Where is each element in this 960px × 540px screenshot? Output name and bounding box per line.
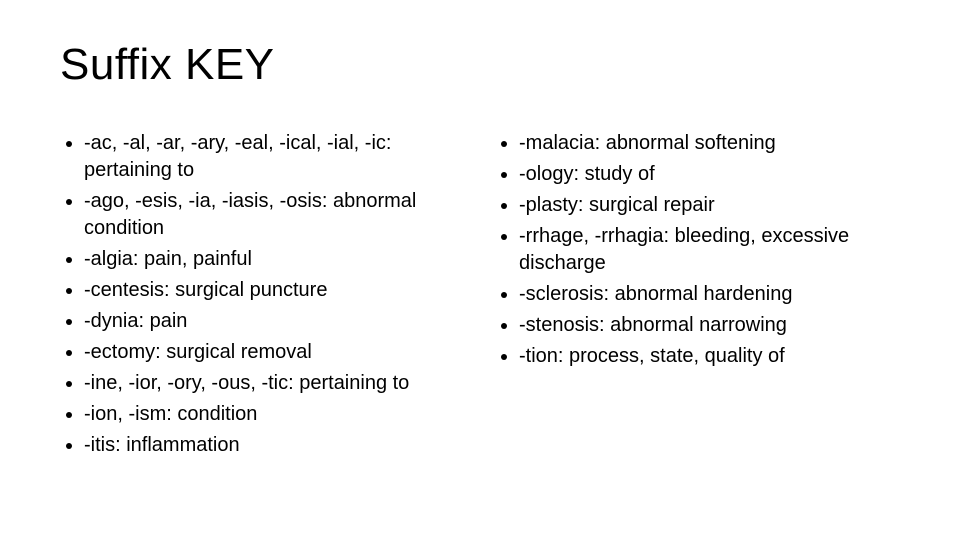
list-item: -plasty: surgical repair (519, 192, 900, 219)
list-item: -centesis: surgical puncture (84, 277, 465, 304)
slide-title: Suffix KEY (60, 40, 900, 90)
list-item: -ine, -ior, -ory, -ous, -tic: pertaining… (84, 370, 465, 397)
list-item: -stenosis: abnormal narrowing (519, 312, 900, 339)
list-item: -ago, -esis, -ia, -iasis, -osis: abnorma… (84, 188, 465, 242)
right-column: -malacia: abnormal softening -ology: stu… (495, 130, 900, 463)
list-item: -ology: study of (519, 161, 900, 188)
list-item: -ion, -ism: condition (84, 401, 465, 428)
content-columns: -ac, -al, -ar, -ary, -eal, -ical, -ial, … (60, 130, 900, 463)
list-item: -dynia: pain (84, 308, 465, 335)
list-item: -sclerosis: abnormal hardening (519, 281, 900, 308)
slide: Suffix KEY -ac, -al, -ar, -ary, -eal, -i… (0, 0, 960, 540)
list-item: -malacia: abnormal softening (519, 130, 900, 157)
list-item: -itis: inflammation (84, 432, 465, 459)
left-column: -ac, -al, -ar, -ary, -eal, -ical, -ial, … (60, 130, 465, 463)
list-item: -algia: pain, painful (84, 246, 465, 273)
list-item: -ac, -al, -ar, -ary, -eal, -ical, -ial, … (84, 130, 465, 184)
list-item: -tion: process, state, quality of (519, 343, 900, 370)
list-item: -rrhage, -rrhagia: bleeding, excessive d… (519, 223, 900, 277)
left-bullet-list: -ac, -al, -ar, -ary, -eal, -ical, -ial, … (60, 130, 465, 459)
list-item: -ectomy: surgical removal (84, 339, 465, 366)
right-bullet-list: -malacia: abnormal softening -ology: stu… (495, 130, 900, 370)
